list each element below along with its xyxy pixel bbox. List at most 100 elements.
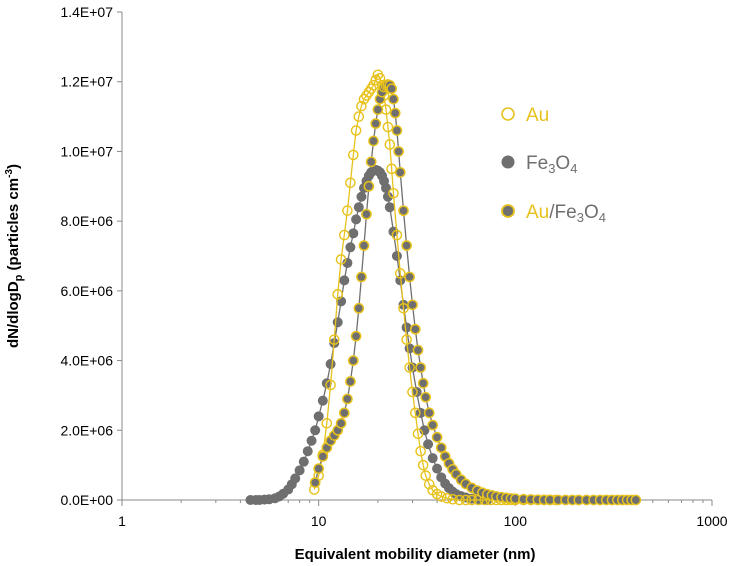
legend-label-part: 3 [577, 210, 584, 225]
data-point [432, 463, 443, 474]
data-point [435, 442, 447, 454]
data-point [358, 240, 370, 251]
x-tick-label: 1000 [696, 513, 727, 529]
data-point [394, 166, 406, 178]
y-axis-title-part: dN/dlogD [5, 281, 22, 348]
data-point [423, 407, 435, 419]
legend-label: Au/Fe3O4 [526, 202, 606, 225]
y-axis-title-part: ) [5, 164, 22, 169]
legend-label-part: 4 [599, 210, 606, 225]
data-point [370, 118, 382, 129]
data-point [342, 393, 353, 405]
legend-label-part: 3 [548, 161, 555, 176]
data-point [404, 271, 415, 283]
data-point [298, 456, 309, 467]
data-point [389, 107, 401, 119]
y-axis-title-part: (particles cm [5, 178, 22, 275]
data-point [365, 156, 377, 168]
data-point [342, 205, 353, 216]
data-point [454, 494, 465, 506]
data-point [313, 411, 324, 422]
x-tick-label: 100 [504, 513, 528, 529]
data-point [339, 275, 350, 286]
data-point [423, 439, 434, 450]
data-point [358, 93, 370, 105]
data-point [420, 470, 431, 481]
data-point [412, 344, 424, 356]
data-point [423, 479, 435, 490]
data-point [460, 494, 472, 506]
x-tick-label: 1 [118, 513, 126, 529]
data-point [466, 494, 478, 506]
data-point [335, 254, 347, 265]
data-point [417, 459, 429, 471]
data-point [332, 317, 343, 328]
data-point [348, 228, 359, 239]
series-2 [309, 79, 642, 506]
series-line [250, 169, 488, 501]
x-tick-label: 10 [311, 513, 327, 529]
legend-label-part: O [555, 153, 570, 174]
data-point [431, 431, 443, 443]
series-line [314, 83, 636, 501]
data-point [338, 407, 350, 419]
data-point [347, 355, 359, 366]
data-point [294, 465, 305, 476]
data-point [447, 494, 458, 505]
legend-label-part: Au [526, 202, 549, 223]
data-point [356, 271, 367, 283]
legend-marker [501, 155, 515, 169]
data-point [427, 453, 438, 464]
legend-label-part: Au [526, 105, 549, 126]
legend-marker [501, 107, 515, 121]
data-point [415, 362, 426, 373]
data-point [353, 202, 364, 213]
data-point [415, 407, 426, 418]
data-point [374, 72, 386, 84]
data-point [388, 187, 399, 199]
data-point [372, 104, 384, 115]
data-point [393, 146, 404, 157]
data-point [401, 322, 412, 333]
data-point [356, 100, 367, 112]
legend-marker [501, 204, 515, 218]
data-point [325, 359, 336, 370]
y-tick-label: 8.0E+06 [60, 213, 113, 229]
data-point [302, 446, 313, 457]
data-point [415, 445, 426, 457]
data-point [345, 242, 356, 253]
legend-label: Au [526, 105, 549, 126]
data-point [382, 191, 393, 202]
legend-label-part: 4 [570, 161, 577, 176]
data-point [353, 302, 365, 314]
y-axis-title-part: -3 [4, 169, 15, 178]
data-point [407, 386, 418, 398]
data-point [290, 473, 301, 484]
legend-label-part: Fe [526, 153, 548, 174]
data-point [350, 330, 362, 342]
data-point [310, 425, 321, 436]
data-point [388, 93, 399, 105]
series [245, 69, 642, 506]
data-point [351, 214, 362, 225]
data-point [435, 491, 447, 502]
x-axis-title: Equivalent mobility diameter (nm) [295, 546, 536, 563]
data-point [350, 125, 362, 136]
legend-label-part: O [584, 202, 599, 223]
y-tick-label: 0.0E+00 [60, 492, 113, 508]
y-axis-title-part: p [13, 274, 25, 281]
data-point [384, 139, 396, 150]
y-tick-label: 1.4E+07 [60, 4, 113, 20]
data-point [412, 428, 424, 440]
data-point [325, 379, 336, 391]
data-point [384, 202, 395, 213]
data-point [420, 391, 432, 403]
data-point [410, 407, 421, 419]
y-tick-label: 1.0E+07 [60, 143, 113, 159]
data-point [409, 323, 421, 335]
data-point [328, 334, 340, 345]
y-tick-label: 1.2E+07 [60, 74, 113, 90]
data-point [306, 435, 317, 446]
